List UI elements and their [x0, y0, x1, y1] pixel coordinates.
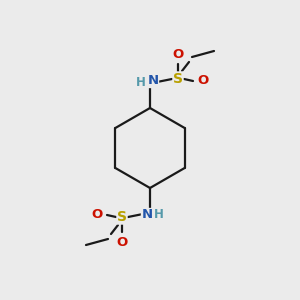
Text: H: H: [154, 208, 164, 220]
Text: H: H: [136, 76, 146, 88]
Text: S: S: [117, 210, 127, 224]
Text: O: O: [197, 74, 208, 88]
Text: O: O: [172, 47, 184, 61]
Text: N: N: [141, 208, 153, 221]
Text: O: O: [116, 236, 128, 248]
Text: O: O: [92, 208, 103, 221]
Text: S: S: [173, 72, 183, 86]
Text: N: N: [147, 74, 159, 88]
